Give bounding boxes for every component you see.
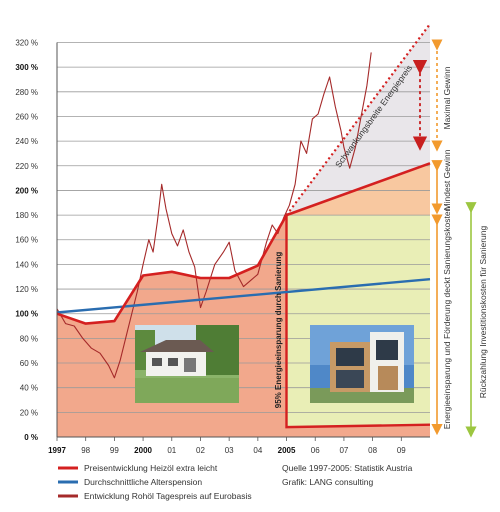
area-energy-cost-remaining [286, 424, 430, 437]
y-tick-label: 60 % [20, 359, 38, 368]
photo-old-house [135, 325, 239, 403]
tick-labels: 0 % 20 % 40 % 60 % 80 % 100 % 120 % 140 % 160 % 1… [15, 38, 406, 455]
annotation-rueckzahlung: Rückzahlung Investitionskosten für Sanie… [478, 226, 488, 399]
x-tick-label: 1997 [48, 446, 66, 455]
x-tick-label: 2005 [278, 446, 296, 455]
x-tick-label: 04 [253, 446, 262, 455]
x-tick-label: 2000 [134, 446, 152, 455]
y-tick-label: 80 % [20, 334, 38, 343]
y-tick-label: 40 % [20, 384, 38, 393]
arrows [412, 39, 477, 438]
x-tick-label: 06 [311, 446, 320, 455]
y-tick-label: 140 % [15, 260, 38, 269]
x-tick-label: 98 [81, 446, 90, 455]
photo-layer [135, 325, 414, 403]
x-tick-label: 02 [196, 446, 205, 455]
x-tick-label: 07 [339, 446, 348, 455]
x-tick-label: 99 [110, 446, 119, 455]
gridlines [57, 42, 430, 413]
y-tick-label: 20 % [20, 408, 38, 417]
y-tick-label: 240 % [15, 137, 38, 146]
y-tick-label: 260 % [15, 112, 38, 121]
annotation-energieeinsparung: Energieeinsparung und Förderung deckt Sa… [442, 206, 452, 429]
annotation-mindest-gewinn: Mindest Gewinn [442, 149, 452, 210]
x-tick-label: 09 [397, 446, 406, 455]
area-schwankungsbreite [286, 24, 430, 216]
series-heizoel [56, 162, 431, 325]
x-tick-label: 08 [368, 446, 377, 455]
series-rohoel [56, 52, 372, 379]
series-layer [56, 52, 431, 379]
y-tick-label: 300 % [15, 63, 38, 72]
legend: Preisentwicklung Heizöl extra leicht Dur… [58, 463, 413, 501]
source-text: Quelle 1997-2005: Statistik Austria [282, 463, 413, 473]
axes [56, 42, 430, 438]
y-tick-label: 280 % [15, 88, 38, 97]
y-tick-label: 200 % [15, 186, 38, 195]
legend-label-heizoel: Preisentwicklung Heizöl extra leicht [84, 463, 218, 473]
y-tick-label: 160 % [15, 236, 38, 245]
y-tick-label: 120 % [15, 285, 38, 294]
x-tick-label: 01 [167, 446, 176, 455]
series-pension [56, 278, 431, 314]
y-tick-label: 180 % [15, 211, 38, 220]
credit-text: Grafik: LANG consulting [282, 477, 373, 487]
y-tick-label: 0 % [24, 433, 38, 442]
y-tick-label: 100 % [15, 310, 38, 319]
annotation-95-prozent: 95% Energieeinsparung durch Sanierung [274, 252, 283, 409]
photo-modern-house [310, 325, 414, 403]
legend-label-rohoel: Entwicklung Rohöl Tagespreis auf Eurobas… [84, 491, 252, 501]
reference-lines [285, 23, 431, 429]
drop-line [285, 215, 431, 429]
y-tick-label: 220 % [15, 162, 38, 171]
legend-label-pension: Durchschnittliche Alterspension [84, 477, 202, 487]
y-tick-label: 320 % [15, 38, 38, 47]
x-tick-label: 03 [225, 446, 234, 455]
annotation-maximal-gewinn: Maximal Gewinn [442, 66, 452, 129]
